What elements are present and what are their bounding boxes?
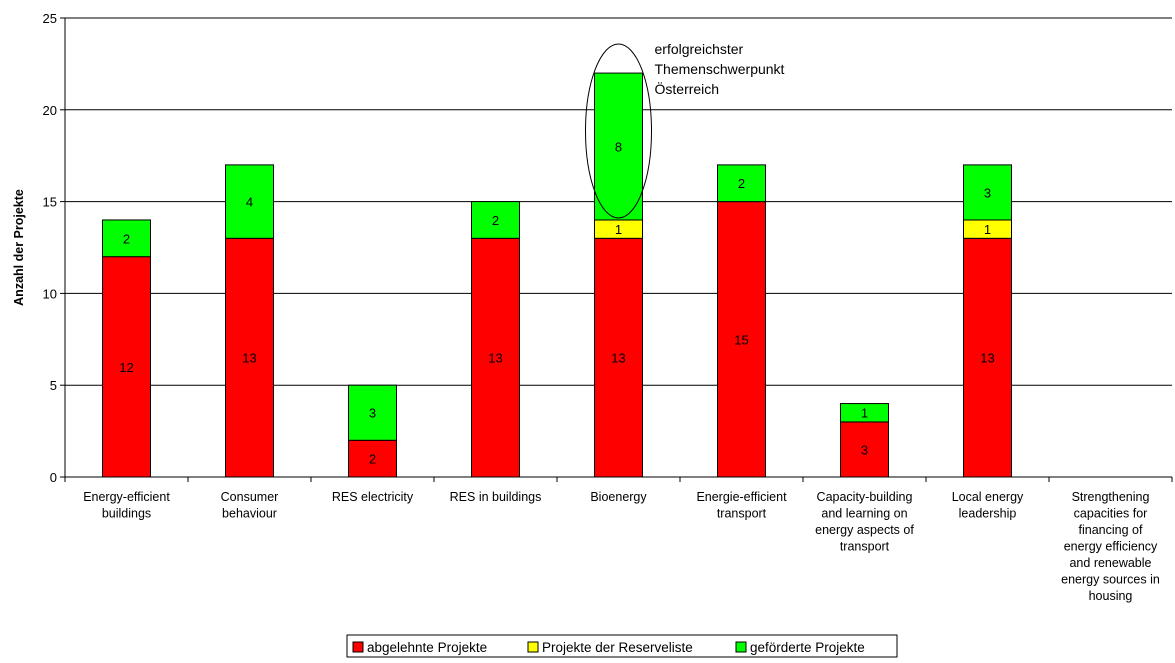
- x-category-label: transport: [840, 540, 890, 554]
- y-tick-label: 25: [43, 11, 57, 26]
- data-label: 13: [611, 351, 625, 366]
- data-label: 13: [242, 351, 256, 366]
- bar-segment: [717, 201, 766, 478]
- annotation-text: Themenschwerpunkt: [655, 61, 785, 77]
- bar-segment: [348, 439, 397, 478]
- data-label: 2: [738, 176, 745, 191]
- highlight-ellipse: [585, 43, 652, 219]
- x-category-label: RES electricity: [332, 490, 414, 504]
- data-label: 2: [123, 231, 130, 246]
- legend-swatch: [352, 641, 364, 653]
- x-category-label: and learning on: [821, 507, 907, 521]
- bar-segment: [594, 237, 643, 478]
- y-axis-label: Anzahl der Projekte: [12, 189, 26, 306]
- x-category-label: Capacity-building: [817, 490, 913, 504]
- x-category-label: behaviour: [222, 507, 277, 521]
- y-tick-label: 20: [43, 103, 57, 118]
- x-category-label: Strengthening: [1072, 490, 1150, 504]
- y-tick-label: 0: [50, 470, 57, 485]
- legend-label: abgelehnte Projekte: [367, 640, 487, 655]
- data-label: 2: [369, 452, 376, 467]
- data-label: 2: [492, 213, 499, 228]
- data-label: 13: [980, 351, 994, 366]
- data-label: 3: [369, 406, 376, 421]
- x-category-label: energy sources in: [1061, 573, 1160, 587]
- legend-label: geförderte Projekte: [750, 640, 865, 655]
- x-category-label: Bioenergy: [590, 490, 647, 504]
- x-category-label: housing: [1089, 589, 1133, 603]
- legend-box: [346, 634, 898, 658]
- x-category-label: and renewable: [1069, 556, 1151, 570]
- data-label: 3: [861, 442, 868, 457]
- legend-swatch: [735, 641, 747, 653]
- data-label: 3: [984, 185, 991, 200]
- y-tick-label: 10: [43, 286, 57, 301]
- bar-segment: [348, 384, 397, 441]
- x-category-label: energy aspects of: [815, 523, 914, 537]
- x-category-label: transport: [717, 507, 767, 521]
- x-category-label: buildings: [102, 507, 151, 521]
- data-label: 13: [488, 351, 502, 366]
- x-category-label: energy efficiency: [1064, 540, 1158, 554]
- data-label: 4: [246, 195, 253, 210]
- bar-segment: [471, 201, 520, 239]
- x-category-label: Energie-efficient: [696, 490, 787, 504]
- x-category-label: Energy-efficient: [83, 490, 170, 504]
- x-category-label: leadership: [959, 507, 1017, 521]
- y-tick-label: 15: [43, 195, 57, 210]
- legend-label: Projekte der Reserveliste: [542, 640, 693, 655]
- data-label: 12: [119, 360, 133, 375]
- x-category-label: capacities for: [1074, 507, 1148, 521]
- data-label: 8: [615, 140, 622, 155]
- bar-segment: [102, 219, 151, 258]
- annotation-text: Österreich: [655, 80, 720, 97]
- bar-segment: [594, 72, 643, 221]
- data-label: 1: [984, 222, 991, 237]
- x-category-label: Local energy: [952, 490, 1024, 504]
- data-label: 1: [615, 222, 622, 237]
- bar-segment: [717, 164, 766, 203]
- legend-swatch: [527, 641, 539, 653]
- x-category-label: RES in buildings: [450, 490, 542, 504]
- data-label: 1: [861, 406, 868, 421]
- y-tick-label: 5: [50, 378, 57, 393]
- x-category-label: Consumer: [221, 490, 279, 504]
- bar-segment: [225, 164, 274, 239]
- bar-segment: [963, 237, 1012, 478]
- bar-segment: [963, 164, 1012, 221]
- annotation-text: erfolgreichster: [655, 41, 744, 57]
- data-label: 15: [734, 332, 748, 347]
- bar-segment: [471, 237, 520, 478]
- bar-segment: [225, 237, 274, 478]
- bar-segment: [840, 403, 889, 423]
- bar-segment: [840, 421, 889, 478]
- x-category-label: financing of: [1079, 523, 1143, 537]
- bar-segment: [102, 256, 151, 478]
